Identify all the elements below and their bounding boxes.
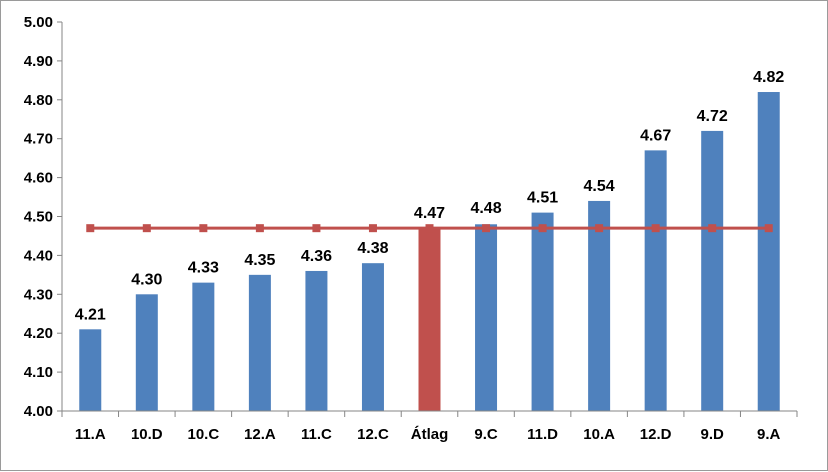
x-category-label: 12.A [244, 426, 276, 443]
average-marker [482, 224, 491, 233]
x-category-label: 10.A [583, 426, 615, 443]
average-marker [199, 224, 208, 233]
bar-12-a [248, 274, 271, 411]
data-label: 4.21 [75, 306, 106, 323]
average-marker [764, 224, 773, 233]
x-category-label: 11.D [527, 426, 558, 443]
data-label: 4.67 [640, 127, 671, 144]
bar-11-c [305, 270, 328, 411]
data-label: 4.82 [753, 69, 784, 86]
bar-12-d [644, 150, 667, 411]
average-marker [425, 224, 434, 233]
x-category-label: Átlag [411, 426, 449, 443]
y-tick-label: 4.00 [24, 403, 53, 420]
data-label: 4.30 [131, 271, 162, 288]
bar-9-a [757, 92, 780, 412]
y-tick-label: 5.00 [24, 14, 53, 31]
data-label: 4.48 [470, 200, 501, 217]
x-category-label: 9.C [474, 426, 498, 443]
data-label: 4.38 [357, 240, 388, 257]
bar-9-d [701, 130, 724, 412]
average-marker [86, 224, 95, 233]
bar--tlag [418, 228, 441, 411]
x-category-label: 10.C [188, 426, 220, 443]
data-label: 4.47 [414, 205, 445, 222]
y-tick-label: 4.90 [24, 53, 53, 70]
y-tick-label: 4.20 [24, 325, 53, 342]
average-marker [538, 224, 547, 233]
average-marker [368, 224, 377, 233]
average-marker [142, 224, 151, 233]
x-category-label: 10.D [131, 426, 163, 443]
bar-11-a [79, 329, 102, 411]
x-category-label: 9.A [757, 426, 781, 443]
average-marker [255, 224, 264, 233]
y-tick-label: 4.70 [24, 131, 53, 148]
y-tick-label: 4.10 [24, 364, 53, 381]
bar-12-c [361, 263, 384, 411]
average-marker [312, 224, 321, 233]
y-tick-label: 4.50 [24, 209, 53, 226]
bar-10-a [588, 200, 611, 411]
y-tick-label: 4.40 [24, 247, 53, 264]
bar-11-d [531, 212, 554, 411]
data-label: 4.54 [584, 178, 615, 195]
y-tick-label: 4.30 [24, 286, 53, 303]
y-tick-label: 4.80 [24, 92, 53, 109]
x-category-label: 11.C [301, 426, 332, 443]
bar-9-c [475, 224, 498, 411]
x-category-label: 11.A [75, 426, 106, 443]
x-category-label: 12.C [357, 426, 389, 443]
average-marker [595, 224, 604, 233]
average-marker [651, 224, 660, 233]
bar-10-c [192, 282, 215, 411]
x-category-label: 9.D [701, 426, 725, 443]
data-label: 4.35 [244, 252, 275, 269]
bar-10-d [135, 294, 158, 411]
average-marker [708, 224, 717, 233]
data-label: 4.33 [188, 260, 219, 277]
data-label: 4.51 [527, 190, 558, 207]
data-label: 4.36 [301, 248, 332, 265]
y-tick-label: 4.60 [24, 170, 53, 187]
data-label: 4.72 [697, 108, 728, 125]
x-category-label: 12.D [640, 426, 672, 443]
